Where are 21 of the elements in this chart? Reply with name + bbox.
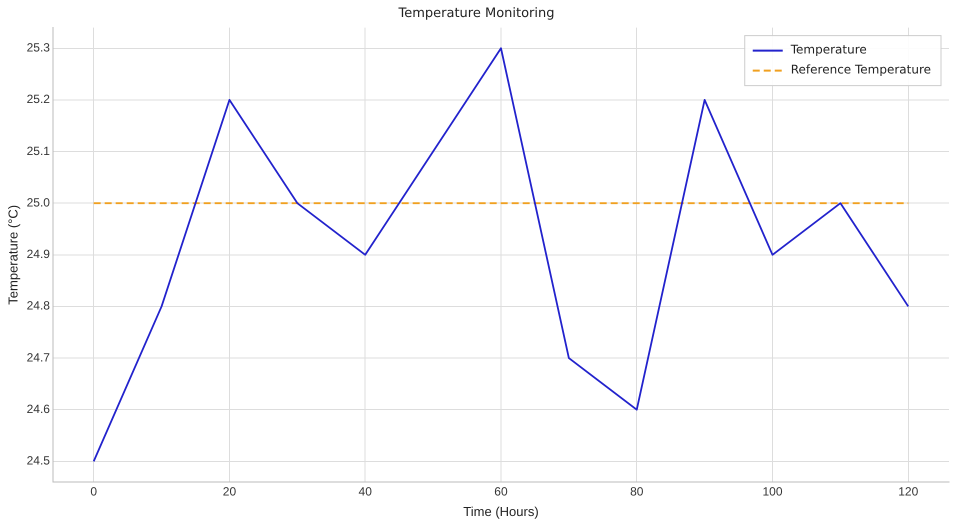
x-tick-label: 80 <box>630 484 644 499</box>
y-tick-label: 24.8 <box>26 298 50 313</box>
y-tick-label: 25.2 <box>26 92 50 106</box>
y-tick-label: 25.3 <box>26 40 50 55</box>
y-tick-label: 24.6 <box>26 402 50 416</box>
x-axis-title: Time (Hours) <box>463 504 539 519</box>
x-tick-label: 20 <box>222 484 236 499</box>
x-tick-label: 120 <box>898 484 919 499</box>
x-tick-label: 40 <box>358 484 372 499</box>
y-tick-label: 24.9 <box>26 247 50 262</box>
legend-label: Temperature <box>790 42 867 57</box>
y-tick-label: 25.0 <box>26 195 50 210</box>
x-tick-label: 100 <box>762 484 783 499</box>
x-tick-label: 60 <box>494 484 508 499</box>
y-tick-label: 24.5 <box>26 454 50 468</box>
x-tick-label: 0 <box>90 484 98 499</box>
y-axis-title: Temperature (°C) <box>5 204 20 305</box>
y-tick-label: 25.1 <box>26 144 50 158</box>
chart-title: Temperature Monitoring <box>398 6 554 22</box>
y-tick-label: 24.7 <box>26 350 50 364</box>
legend-label: Reference Temperature <box>790 62 932 77</box>
